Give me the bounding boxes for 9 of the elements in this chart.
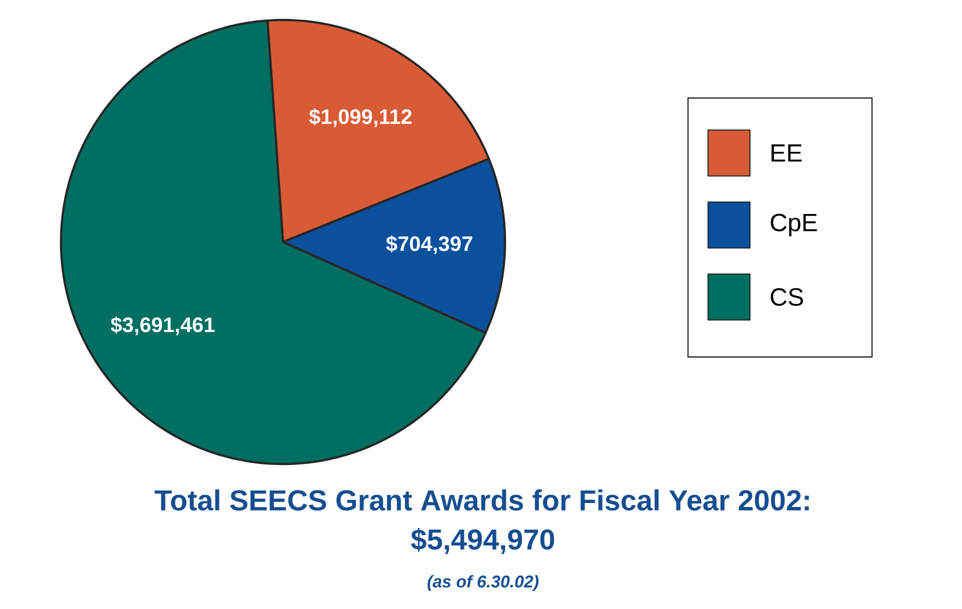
legend-label: EE [772,144,802,162]
data-label: $3,691,461 [110,316,215,336]
text: $5,494,970 [411,528,554,554]
data-label: $704,397 [386,235,472,254]
text: Total SEECS Grant Awards for Fiscal Year 2002: [154,489,809,511]
legend-label: CS [770,288,803,306]
data-label: $1,099,112 [309,108,412,128]
text: (as of 6.30.02) [428,575,538,591]
legend-label: CpE [770,214,817,236]
